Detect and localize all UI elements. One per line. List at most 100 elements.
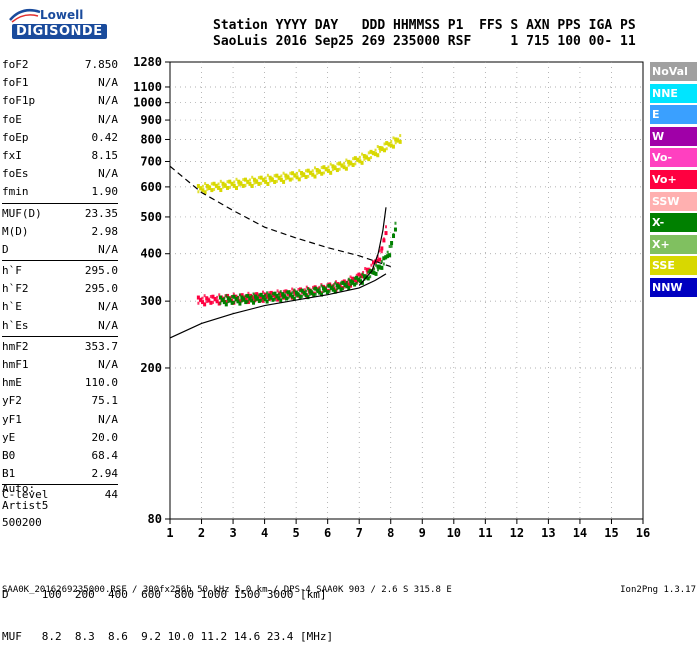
param-row: foEp 0.42	[2, 129, 118, 147]
param-row: foF2 7.850	[2, 56, 118, 74]
y-tick-label: 500	[140, 210, 162, 224]
multihop-trace-point	[331, 164, 335, 169]
multihop-trace-point	[325, 168, 328, 172]
x-trace-point	[359, 275, 362, 279]
x-trace-point	[343, 284, 346, 288]
multihop-trace-point	[262, 179, 265, 183]
muf-row: MUF 8.2 8.3 8.6 9.2 10.0 11.2 14.6 23.4 …	[2, 630, 334, 643]
multihop-trace-point	[347, 163, 350, 167]
param-name: M(D)	[2, 224, 29, 238]
multihop-trace-point	[320, 165, 323, 169]
multihop-trace-point	[316, 171, 319, 175]
multihop-trace-point	[347, 159, 351, 164]
o-trace-point	[355, 279, 359, 284]
param-value: 1.90	[91, 185, 119, 199]
x-trace-point	[382, 262, 385, 266]
x-tick-label: 16	[636, 526, 650, 540]
multihop-trace-point	[309, 172, 312, 176]
o-trace-point	[349, 275, 352, 279]
x-tick-label: 12	[510, 526, 524, 540]
multihop-trace-point	[331, 168, 334, 172]
legend-item: NoVal	[650, 62, 697, 81]
x-trace-point	[366, 276, 370, 281]
x-trace-point	[238, 301, 242, 306]
x-trace-point	[223, 296, 226, 300]
multihop-trace-point	[282, 171, 285, 175]
x-trace-point	[360, 280, 364, 285]
multihop-trace-point	[201, 184, 204, 188]
param-name: B1	[2, 467, 16, 481]
x-trace-point	[308, 288, 312, 293]
multihop-trace-point	[280, 174, 283, 178]
param-row: yE 20.0	[2, 429, 118, 447]
o-trace-point	[209, 295, 212, 299]
multihop-trace-point	[338, 167, 341, 171]
multihop-trace-point	[307, 174, 310, 178]
x-trace-point	[324, 287, 327, 291]
multihop-trace-point	[228, 179, 232, 184]
x-trace-point	[281, 292, 285, 297]
param-value: 44	[104, 488, 118, 502]
param-value: 8.15	[91, 148, 119, 162]
multihop-trace-point	[394, 137, 398, 142]
param-name: h`E	[2, 300, 22, 314]
o-trace-point	[244, 297, 248, 302]
x-trace-point	[270, 294, 273, 298]
legend-item: X-	[650, 213, 697, 233]
multihop-trace-point	[304, 175, 308, 180]
multihop-trace-point	[320, 171, 324, 176]
o-trace-point	[378, 249, 381, 253]
x-trace-point	[376, 268, 379, 272]
x-trace-point	[250, 295, 253, 299]
legend-item: NNW	[650, 277, 697, 297]
x-trace-point	[273, 291, 277, 296]
o-trace-point	[287, 292, 290, 296]
x-trace-point	[312, 287, 315, 291]
multihop-trace-point	[268, 175, 272, 180]
o-trace-point	[248, 293, 252, 298]
x-trace-point	[390, 241, 394, 246]
o-trace-point	[255, 292, 259, 297]
param-value: N/A	[98, 76, 118, 90]
x-trace-point	[259, 292, 263, 297]
header-labels: Station YYYY DAY DDD HHMMSS P1 FFS S AXN…	[213, 18, 636, 33]
x-trace-point	[235, 298, 238, 302]
multihop-trace-point	[391, 144, 395, 149]
x-tick-label: 7	[356, 526, 363, 540]
y-tick-label: 900	[140, 113, 162, 127]
param-row: h`Es N/A	[2, 317, 118, 335]
multihop-trace-point	[334, 165, 337, 169]
x-trace-point	[221, 299, 224, 303]
multihop-trace-point	[326, 168, 330, 173]
y-tick-label: 800	[140, 132, 162, 146]
param-row: M(D) 2.98	[2, 223, 118, 241]
param-separator	[2, 202, 118, 204]
x-trace-point	[341, 280, 345, 285]
x-trace-point	[304, 292, 308, 297]
x-trace-point	[289, 293, 292, 297]
multihop-trace-point	[237, 183, 240, 187]
param-value: 7.850	[84, 58, 118, 71]
o-trace-point	[376, 258, 380, 263]
multihop-trace-point	[392, 136, 395, 140]
o-trace-point	[289, 290, 292, 294]
o-trace-point	[209, 300, 213, 305]
multihop-trace-point	[196, 184, 200, 189]
multihop-trace-point	[381, 146, 384, 150]
param-row: foEs N/A	[2, 165, 118, 183]
o-trace-point	[240, 293, 244, 298]
x-trace-point	[225, 294, 228, 298]
multihop-trace-point	[352, 157, 355, 161]
o-trace-point	[259, 296, 263, 301]
multihop-trace-point	[233, 180, 236, 184]
multihop-trace-point	[226, 180, 229, 184]
x-trace-point	[253, 294, 257, 299]
auto-version: 500200	[2, 516, 42, 529]
param-row: yF2 75.1	[2, 392, 118, 410]
x-trace-point	[266, 291, 269, 295]
multihop-trace-point	[354, 162, 357, 166]
multihop-trace-point	[327, 165, 330, 169]
legend-item: Vo+	[650, 169, 697, 189]
x-trace-point	[224, 302, 228, 307]
multihop-trace-point	[251, 175, 254, 179]
